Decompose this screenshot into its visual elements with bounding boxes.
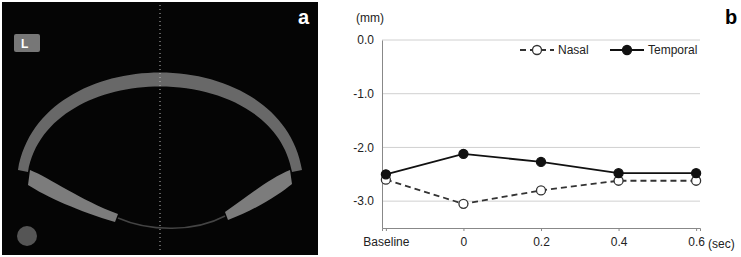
grid-line xyxy=(382,147,700,148)
grid-line xyxy=(382,93,700,94)
series-marker xyxy=(459,149,468,158)
figure: La b 0.0 -1.0 -2.0 -3.0 Baseline 0 0.2 0.4 0.6 (mm)… xyxy=(0,0,741,257)
y-tick: -1.0 xyxy=(353,87,382,101)
x-tick-mark xyxy=(386,228,387,231)
iris-right xyxy=(225,170,292,220)
x-tick: Baseline xyxy=(363,228,409,249)
panel-label: b xyxy=(725,6,737,28)
grid-line xyxy=(382,201,700,202)
x-tick: 0.4 xyxy=(611,228,628,249)
x-axis-title: (sec) xyxy=(708,237,735,251)
image-panel: La xyxy=(2,2,318,255)
plot-area xyxy=(381,149,700,208)
x-tick: 0.6 xyxy=(688,228,705,249)
eye-icon xyxy=(14,34,40,52)
y-tick: -3.0 xyxy=(353,194,382,208)
image-background xyxy=(2,2,318,255)
y-axis-line xyxy=(382,41,383,229)
iris-left xyxy=(28,170,118,222)
y-axis: 0.0 -1.0 -2.0 -3.0 xyxy=(353,33,382,228)
x-tick-label: Baseline xyxy=(363,235,409,249)
x-tick: 0.2 xyxy=(533,228,550,249)
x-tick-mark xyxy=(541,228,542,231)
scan-line xyxy=(160,5,161,252)
legend-marker xyxy=(533,46,542,55)
x-axis: Baseline 0 0.2 0.4 0.6 xyxy=(363,228,705,249)
x-tick-label: 0.6 xyxy=(688,235,705,249)
chart: b 0.0 -1.0 -2.0 -3.0 Baseline 0 0.2 0.4 0.6 (mm) (s… xyxy=(353,6,737,251)
grid-line xyxy=(382,40,700,41)
series-line xyxy=(386,180,696,204)
x-tick: 0 xyxy=(461,228,468,249)
legend-label: Nasal xyxy=(558,43,589,57)
y-tick-label: -3.0 xyxy=(353,194,374,208)
x-tick-mark xyxy=(463,228,464,231)
x-tick-label: 0.4 xyxy=(611,235,628,249)
series-marker xyxy=(692,169,701,178)
series-line xyxy=(386,154,696,174)
legend-marker xyxy=(623,46,632,55)
y-tick-label: 0.0 xyxy=(357,33,374,47)
grid xyxy=(382,40,700,201)
eye-label: L xyxy=(21,37,28,51)
legend: Nasal Temporal xyxy=(520,43,697,57)
series-marker xyxy=(537,186,546,195)
y-tick-label: -2.0 xyxy=(353,141,374,155)
y-tick-label: -1.0 xyxy=(353,87,374,101)
x-tick-label: 0 xyxy=(461,235,468,249)
y-axis-title: (mm) xyxy=(356,11,384,25)
series-marker xyxy=(537,157,546,166)
panel-label: a xyxy=(298,6,310,28)
x-tick-mark xyxy=(696,228,697,231)
series-marker xyxy=(459,199,468,208)
series-marker xyxy=(614,169,623,178)
x-tick-mark xyxy=(619,228,620,231)
legend-label: Temporal xyxy=(648,43,697,57)
y-tick: 0.0 xyxy=(357,33,382,47)
series-marker xyxy=(381,170,390,179)
x-axis-line xyxy=(383,229,701,232)
thumbnail-icon xyxy=(17,226,37,246)
x-tick-label: 0.2 xyxy=(533,235,550,249)
lens xyxy=(118,216,225,228)
y-tick: -2.0 xyxy=(353,141,382,155)
